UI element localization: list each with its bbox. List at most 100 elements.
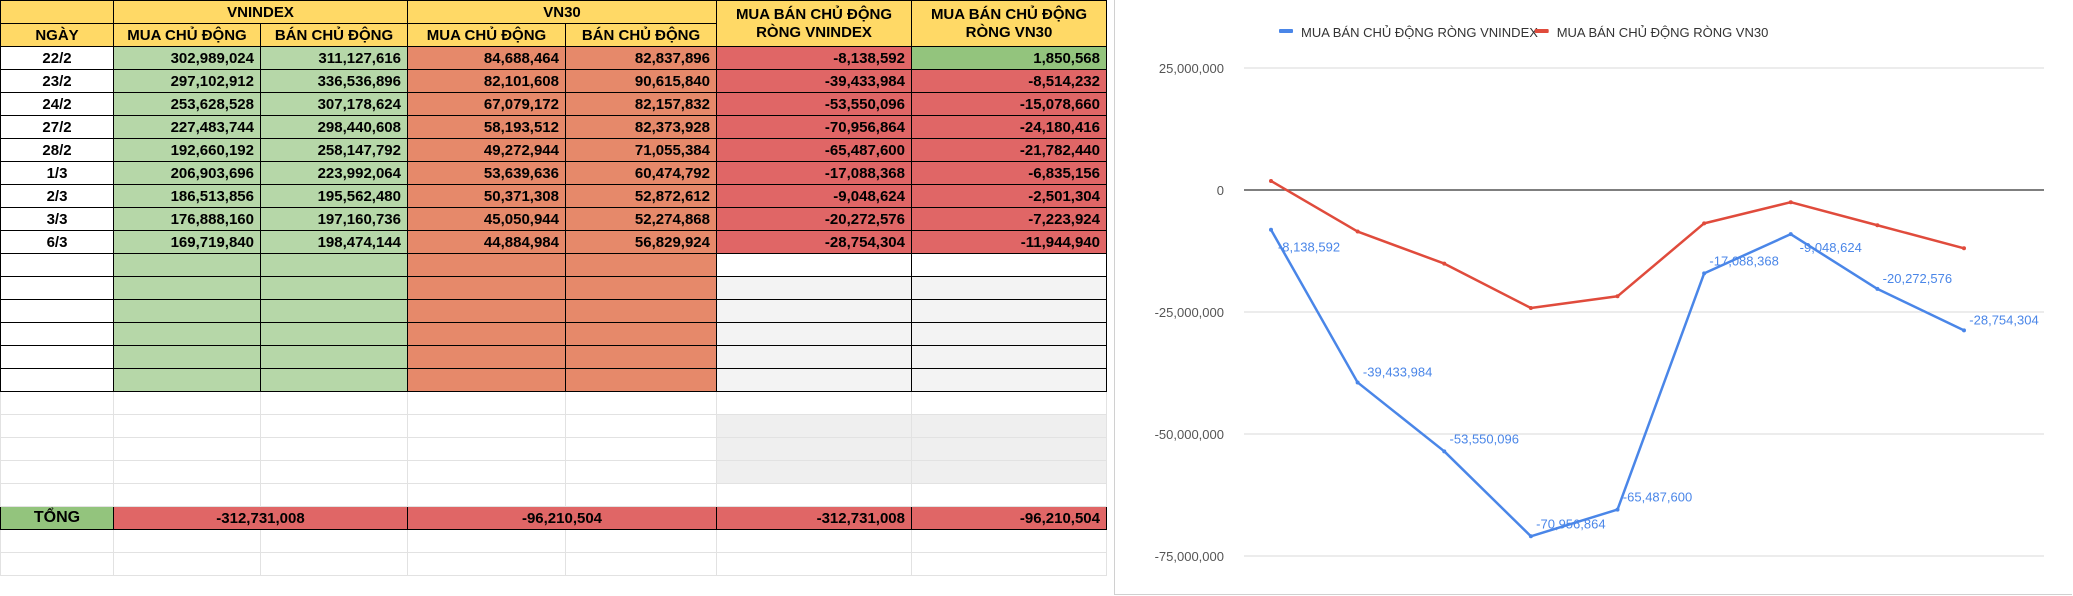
vn30-buy-cell[interactable]: 45,050,944	[407, 207, 566, 231]
grid-cell[interactable]	[911, 460, 1107, 484]
vnindex-sell-cell[interactable]: 223,992,064	[260, 161, 408, 185]
vn30-group-header[interactable]: VN30	[407, 0, 717, 24]
grid-cell[interactable]	[260, 414, 408, 438]
vn30-sell-cell[interactable]: 82,373,928	[565, 115, 717, 139]
empty-cell[interactable]	[911, 322, 1107, 346]
date-cell[interactable]: 24/2	[0, 92, 114, 116]
grid-cell[interactable]	[911, 483, 1107, 507]
empty-cell[interactable]	[911, 299, 1107, 323]
grid-cell[interactable]	[260, 460, 408, 484]
net-vnindex-cell[interactable]: -39,433,984	[716, 69, 912, 93]
empty-cell[interactable]	[113, 299, 261, 323]
vnindex-buy-cell[interactable]: 186,513,856	[113, 184, 261, 208]
grid-cell[interactable]	[911, 391, 1107, 415]
net-vnindex-cell[interactable]: -65,487,600	[716, 138, 912, 162]
empty-cell[interactable]	[716, 253, 912, 277]
grid-cell[interactable]	[565, 460, 717, 484]
vn30-sell-header[interactable]: BÁN CHỦ ĐỘNG	[565, 23, 717, 47]
grid-cell[interactable]	[260, 391, 408, 415]
date-cell[interactable]: 23/2	[0, 69, 114, 93]
empty-cell[interactable]	[0, 368, 114, 392]
net-vn30-cell[interactable]: -21,782,440	[911, 138, 1107, 162]
vn30-buy-cell[interactable]: 44,884,984	[407, 230, 566, 254]
grid-cell[interactable]	[565, 414, 717, 438]
vnindex-sell-cell[interactable]: 311,127,616	[260, 46, 408, 70]
empty-cell[interactable]	[260, 299, 408, 323]
empty-cell[interactable]	[407, 345, 566, 369]
grid-cell[interactable]	[911, 552, 1107, 576]
grid-cell[interactable]	[113, 460, 261, 484]
grid-cell[interactable]	[407, 529, 566, 553]
empty-cell[interactable]	[911, 368, 1107, 392]
grid-cell[interactable]	[407, 483, 566, 507]
empty-cell[interactable]	[407, 368, 566, 392]
vnindex-sell-cell[interactable]: 258,147,792	[260, 138, 408, 162]
empty-cell[interactable]	[716, 276, 912, 300]
grid-cell[interactable]	[565, 552, 717, 576]
empty-cell[interactable]	[0, 276, 114, 300]
empty-cell[interactable]	[0, 253, 114, 277]
grid-cell[interactable]	[911, 529, 1107, 553]
empty-cell[interactable]	[113, 345, 261, 369]
vnindex-buy-cell[interactable]: 169,719,840	[113, 230, 261, 254]
net-vnindex-cell[interactable]: -28,754,304	[716, 230, 912, 254]
grid-cell[interactable]	[407, 414, 566, 438]
vnindex-sell-cell[interactable]: 307,178,624	[260, 92, 408, 116]
grid-cell[interactable]	[0, 391, 114, 415]
vnindex-buy-cell[interactable]: 206,903,696	[113, 161, 261, 185]
vnindex-sell-cell[interactable]: 195,562,480	[260, 184, 408, 208]
grid-cell[interactable]	[565, 391, 717, 415]
net-vnindex-cell[interactable]: -17,088,368	[716, 161, 912, 185]
empty-cell[interactable]	[113, 322, 261, 346]
grid-cell[interactable]	[565, 529, 717, 553]
grid-cell[interactable]	[911, 437, 1107, 461]
vn30-sell-cell[interactable]: 71,055,384	[565, 138, 717, 162]
total-net-vn30-cell[interactable]: -96,210,504	[911, 506, 1107, 530]
total-net-vnindex-cell[interactable]: -312,731,008	[716, 506, 912, 530]
net-vn30-cell[interactable]: -8,514,232	[911, 69, 1107, 93]
empty-cell[interactable]	[113, 253, 261, 277]
date-cell[interactable]: 6/3	[0, 230, 114, 254]
total-label[interactable]: TỔNG	[0, 506, 114, 530]
empty-cell[interactable]	[113, 276, 261, 300]
vnindex-buy-cell[interactable]: 227,483,744	[113, 115, 261, 139]
vn30-sell-cell[interactable]: 90,615,840	[565, 69, 717, 93]
line-chart[interactable]: 25,000,000 0 -25,000,000 -50,000,000 -75,000…	[1114, 0, 2073, 596]
grid-cell[interactable]	[0, 529, 114, 553]
net-vn30-header[interactable]: MUA BÁN CHỦ ĐỘNG RÒNG VN30	[911, 0, 1107, 47]
vn30-buy-cell[interactable]: 82,101,608	[407, 69, 566, 93]
empty-cell[interactable]	[911, 345, 1107, 369]
empty-cell[interactable]	[260, 322, 408, 346]
empty-cell[interactable]	[911, 276, 1107, 300]
grid-cell[interactable]	[0, 460, 114, 484]
grid-cell[interactable]	[0, 437, 114, 461]
date-cell[interactable]: 2/3	[0, 184, 114, 208]
grid-cell[interactable]	[716, 414, 912, 438]
vn30-sell-cell[interactable]: 56,829,924	[565, 230, 717, 254]
grid-cell[interactable]	[407, 391, 566, 415]
empty-cell[interactable]	[565, 276, 717, 300]
empty-cell[interactable]	[260, 345, 408, 369]
vnindex-sell-header[interactable]: BÁN CHỦ ĐỘNG	[260, 23, 408, 47]
empty-cell[interactable]	[260, 276, 408, 300]
vn30-buy-header[interactable]: MUA CHỦ ĐỘNG	[407, 23, 566, 47]
vn30-buy-cell[interactable]: 53,639,636	[407, 161, 566, 185]
vnindex-buy-cell[interactable]: 302,989,024	[113, 46, 261, 70]
total-vnindex-cell[interactable]: -312,731,008	[113, 506, 408, 530]
net-vn30-cell[interactable]: -6,835,156	[911, 161, 1107, 185]
vn30-sell-cell[interactable]: 82,157,832	[565, 92, 717, 116]
empty-cell[interactable]	[0, 345, 114, 369]
grid-cell[interactable]	[113, 552, 261, 576]
grid-cell[interactable]	[716, 552, 912, 576]
grid-cell[interactable]	[0, 552, 114, 576]
vnindex-sell-cell[interactable]: 336,536,896	[260, 69, 408, 93]
net-vn30-cell[interactable]: -7,223,924	[911, 207, 1107, 231]
vn30-buy-cell[interactable]: 50,371,308	[407, 184, 566, 208]
net-vn30-cell[interactable]: 1,850,568	[911, 46, 1107, 70]
empty-cell[interactable]	[716, 368, 912, 392]
vnindex-sell-cell[interactable]: 197,160,736	[260, 207, 408, 231]
net-vnindex-header[interactable]: MUA BÁN CHỦ ĐỘNG RÒNG VNINDEX	[716, 0, 912, 47]
empty-cell[interactable]	[113, 368, 261, 392]
grid-cell[interactable]	[716, 460, 912, 484]
date-cell[interactable]: 3/3	[0, 207, 114, 231]
